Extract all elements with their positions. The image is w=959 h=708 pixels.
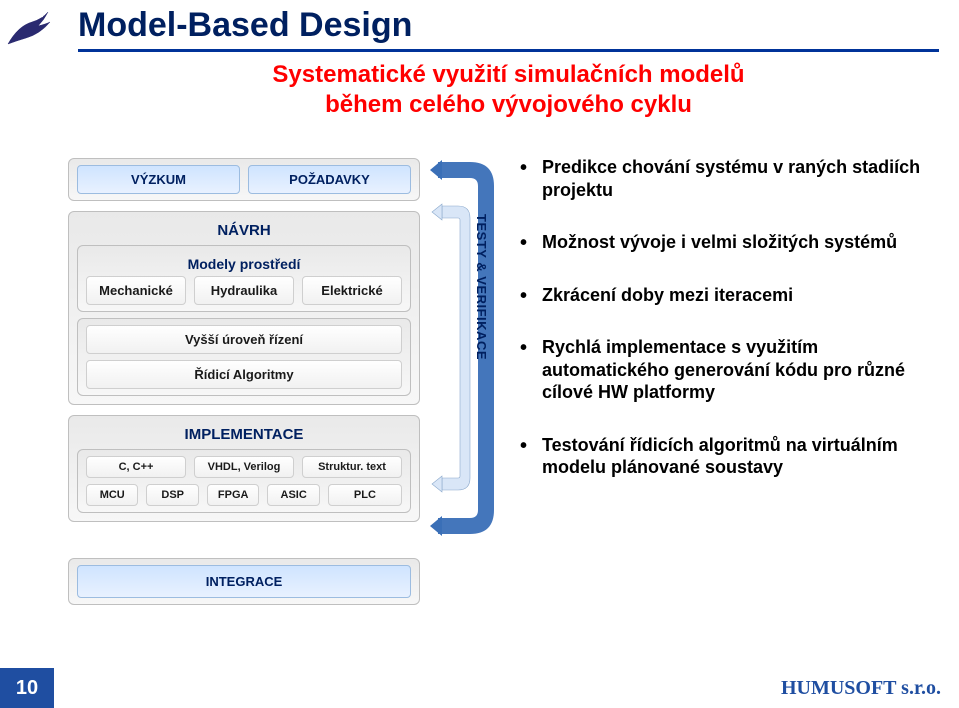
bullet-codegen: Rychlá implementace s využitím automatic… [520,336,940,404]
box-asic: ASIC [267,484,319,506]
footer-brand: HUMUSOFT s.r.o. [781,677,941,700]
box-dsp: DSP [146,484,198,506]
label-env-models: Modely prostředí [86,252,402,276]
box-hydraulics: Hydraulika [194,276,294,305]
logo-bird [2,4,54,56]
page-title: Model-Based Design [78,6,939,45]
bullet-list: Predikce chování systému v raných stadií… [520,156,940,509]
panel-research: VÝZKUM POŽADAVKY [68,158,420,201]
box-vhdl-verilog: VHDL, Verilog [194,456,294,478]
panel-env-models: Modely prostředí Mechanické Hydraulika E… [77,245,411,312]
box-control-algorithms: Řídicí Algoritmy [86,360,402,389]
box-electrical: Elektrické [302,276,402,305]
box-mechanical: Mechanické [86,276,186,305]
box-structured-text: Struktur. text [302,456,402,478]
label-tests-verification: TESTY & VERIFIKACE [474,214,489,360]
box-c-cpp: C, C++ [86,456,186,478]
title-rule [78,49,939,52]
subtitle-line-2: během celého vývojového cyklu [325,91,692,118]
box-integration: INTEGRACE [77,565,411,598]
panel-impl-targets: C, C++ VHDL, Verilog Struktur. text MCU … [77,449,411,513]
panel-integration: INTEGRACE [68,558,420,605]
box-mcu: MCU [86,484,138,506]
heading-implementation: IMPLEMENTACE [77,424,411,449]
heading-design: NÁVRH [77,220,411,245]
subtitle: Systematické využití simulačních modelů … [78,60,939,120]
box-plc: PLC [328,484,402,506]
panel-implementation: IMPLEMENTACE C, C++ VHDL, Verilog Strukt… [68,415,420,522]
verification-bracket: TESTY & VERIFIKACE [430,158,500,538]
bullet-complex-systems: Možnost vývoje i velmi složitých systémů [520,231,940,254]
box-supervisory: Vyšší úroveň řízení [86,325,402,354]
bullet-iterations: Zkrácení doby mezi iteracemi [520,284,940,307]
workflow-diagram: VÝZKUM POŽADAVKY NÁVRH Modely prostředí … [68,158,420,615]
bullet-prediction: Predikce chování systému v raných stadií… [520,156,940,201]
subtitle-line-1: Systematické využití simulačních modelů [272,61,744,88]
bullet-testing: Testování řídicích algoritmů na virtuáln… [520,434,940,479]
panel-algorithms: Vyšší úroveň řízení Řídicí Algoritmy [77,318,411,396]
box-requirements: POŽADAVKY [248,165,411,194]
title-block: Model-Based Design Systematické využití … [78,6,939,120]
box-fpga: FPGA [207,484,259,506]
page-number: 10 [0,668,54,708]
panel-design: NÁVRH Modely prostředí Mechanické Hydrau… [68,211,420,405]
box-research: VÝZKUM [77,165,240,194]
